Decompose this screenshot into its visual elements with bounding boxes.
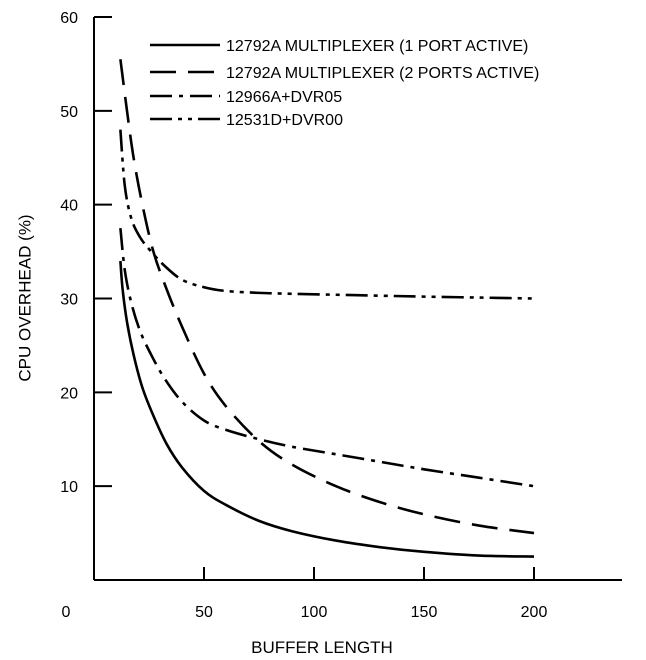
series-line-2 <box>119 59 535 535</box>
y-tick-label: 60 <box>60 10 78 27</box>
x-axis-title: BUFFER LENGTH <box>251 638 393 657</box>
x-tick-label: 50 <box>195 604 213 621</box>
x-tick-label: 200 <box>521 604 548 621</box>
series-line-4 <box>119 129 535 300</box>
y-tick-label: 30 <box>60 292 78 309</box>
y-tick-label: 50 <box>60 104 78 121</box>
legend-label-1: 12792A MULTIPLEXER (1 PORT ACTIVE) <box>226 38 528 55</box>
series-line-1 <box>119 260 535 558</box>
legend-label-4: 12531D+DVR00 <box>226 112 343 129</box>
y-tick-label: 20 <box>60 385 78 402</box>
y-axis-title: CPU OVERHEAD (%) <box>15 214 34 381</box>
legend: 12792A MULTIPLEXER (1 PORT ACTIVE) 12792A… <box>150 38 539 129</box>
legend-label-2: 12792A MULTIPLEXER (2 PORTS ACTIVE) <box>226 65 539 82</box>
x-tick-label: 100 <box>301 604 328 621</box>
origin-label: 0 <box>62 604 71 621</box>
series-line-3 <box>119 227 535 488</box>
ticks: 10 20 30 40 50 60 50 100 150 200 <box>60 10 547 621</box>
axes <box>93 17 622 581</box>
x-tick-label: 150 <box>411 604 438 621</box>
y-tick-label: 40 <box>60 198 78 215</box>
legend-label-3: 12966A+DVR05 <box>226 89 342 106</box>
y-tick-label: 10 <box>60 479 78 496</box>
series-layer <box>119 59 535 558</box>
